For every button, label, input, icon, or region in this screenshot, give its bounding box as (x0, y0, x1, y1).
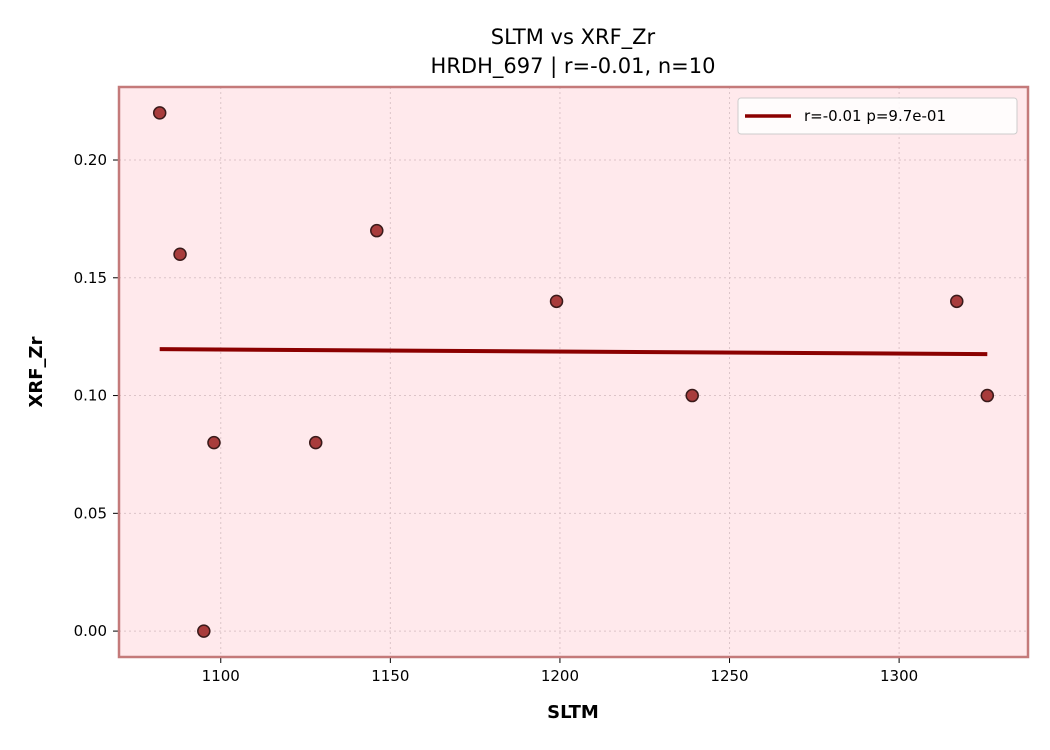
x-tick-label: 1200 (541, 667, 579, 685)
y-ticks: 0.00 0.05 0.10 0.15 0.20 (74, 151, 119, 640)
data-point (197, 624, 211, 638)
data-point (152, 106, 167, 120)
x-tick-label: 1100 (202, 667, 240, 685)
chart-title: SLTM vs XRF_Zr (491, 25, 656, 50)
fit-line (159, 347, 988, 357)
y-axis-label: XRF_Zr (26, 336, 47, 407)
y-tick-label: 0.00 (74, 622, 107, 640)
data-point (950, 294, 964, 309)
y-tick-label: 0.10 (74, 387, 107, 405)
grid-lines (119, 87, 1028, 657)
legend: r=-0.01 p=9.7e-01 (737, 97, 1018, 135)
data-point (207, 435, 221, 450)
x-tick-label: 1300 (880, 667, 918, 685)
plot-frame (117, 85, 1030, 659)
data-point (370, 223, 384, 238)
legend-box (737, 97, 1018, 135)
data-point (685, 388, 699, 403)
chart-subtitle: HRDH_697 | r=-0.01, n=10 (431, 54, 716, 79)
x-ticks: 1100 1150 1200 1250 1300 (202, 657, 918, 685)
x-axis-label: SLTM (547, 702, 599, 723)
y-tick-label: 0.20 (74, 151, 107, 169)
data-point (308, 435, 323, 450)
fit-line-group (159, 347, 988, 357)
data-point (173, 247, 187, 261)
legend-label: r=-0.01 p=9.7e-01 (804, 107, 946, 125)
y-tick-label: 0.05 (74, 504, 107, 522)
data-point (980, 388, 995, 403)
data-points (152, 106, 995, 638)
plot-area (119, 87, 1028, 657)
data-point (549, 294, 564, 309)
x-tick-label: 1150 (371, 667, 409, 685)
y-tick-label: 0.15 (74, 269, 107, 287)
x-tick-label: 1250 (710, 667, 748, 685)
